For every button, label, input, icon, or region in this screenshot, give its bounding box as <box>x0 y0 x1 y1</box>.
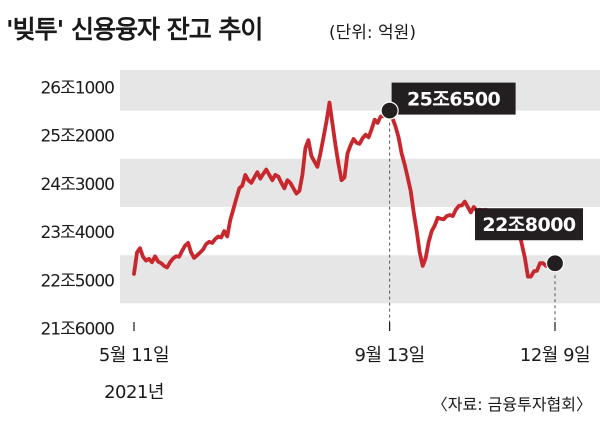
plot-band <box>120 70 600 111</box>
y-tick-label: 24조3000 <box>40 175 114 195</box>
callout-label: 22조8000 <box>482 214 576 236</box>
callout-marker <box>380 101 399 120</box>
y-tick-label: 26조1000 <box>40 79 114 99</box>
drop-lines <box>389 110 556 322</box>
x-tick-label: 5월 11일 <box>99 345 169 366</box>
x-tick-label: 12월 9일 <box>520 345 590 366</box>
callout-box <box>391 82 516 115</box>
chart-title: '빚투' 신용융자 잔고 추이 <box>6 15 262 44</box>
y-tick-label: 25조2000 <box>40 127 114 147</box>
callout-label: 25조6500 <box>407 89 501 111</box>
callout-box <box>475 208 584 241</box>
source-note: 〈자료: 금융투자협회〉 <box>432 395 592 414</box>
y-axis: 21조6000 22조5000 23조4000 24조3000 25조2000 26조10… <box>40 79 115 340</box>
callouts: 25조6500 22조8000 <box>380 82 584 273</box>
x-tick-sublabel: 2021년 <box>104 382 164 403</box>
y-tick-label: 23조4000 <box>40 223 114 243</box>
y-tick-label: 21조6000 <box>40 320 114 340</box>
plot-bands <box>120 70 600 304</box>
x-tick-label: 9월 13일 <box>355 345 425 366</box>
y-tick-label: 22조5000 <box>40 271 114 291</box>
plot-band <box>120 158 600 207</box>
unit-label: (단위: 억원) <box>329 23 416 43</box>
callout-marker <box>545 254 565 273</box>
x-axis: 5월 11일 2021년 9월 13일 12월 9일 <box>99 322 591 403</box>
plot-band <box>120 255 600 304</box>
